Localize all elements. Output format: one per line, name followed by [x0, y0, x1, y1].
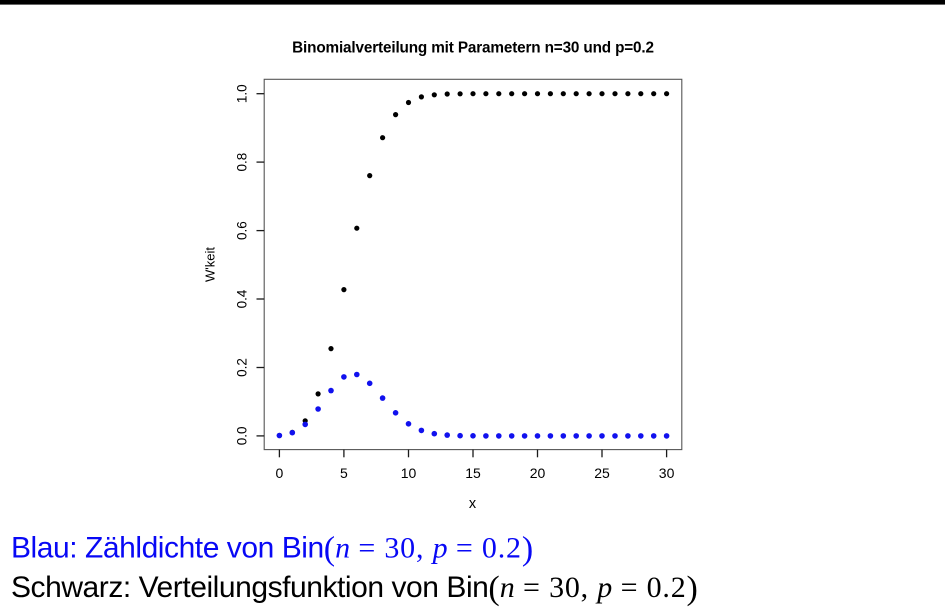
svg-text:5: 5	[340, 465, 348, 481]
svg-text:30: 30	[659, 465, 675, 481]
svg-text:10: 10	[401, 465, 417, 481]
svg-text:Blau: Zähldichte von Bin(n = 3: Blau: Zähldichte von Bin(n = 30, p = 0.2…	[11, 531, 533, 568]
svg-text:W'keit: W'keit	[203, 247, 218, 282]
svg-text:25: 25	[594, 465, 610, 481]
svg-text:0.0: 0.0	[235, 427, 250, 446]
svg-text:0.4: 0.4	[235, 289, 250, 308]
svg-text:0.6: 0.6	[235, 221, 250, 240]
svg-text:x: x	[469, 496, 477, 512]
svg-text:Binomialverteilung mit Paramet: Binomialverteilung mit Parametern n=30 u…	[292, 40, 654, 57]
svg-text:0.8: 0.8	[235, 153, 250, 172]
svg-text:0.2: 0.2	[235, 358, 250, 377]
svg-text:20: 20	[530, 465, 546, 481]
svg-text:15: 15	[465, 465, 481, 481]
svg-text:1.0: 1.0	[235, 84, 250, 103]
svg-text:0: 0	[276, 465, 284, 481]
svg-text:Schwarz: Verteilungsfunktion v: Schwarz: Verteilungsfunktion von Bin(n =…	[11, 570, 698, 607]
